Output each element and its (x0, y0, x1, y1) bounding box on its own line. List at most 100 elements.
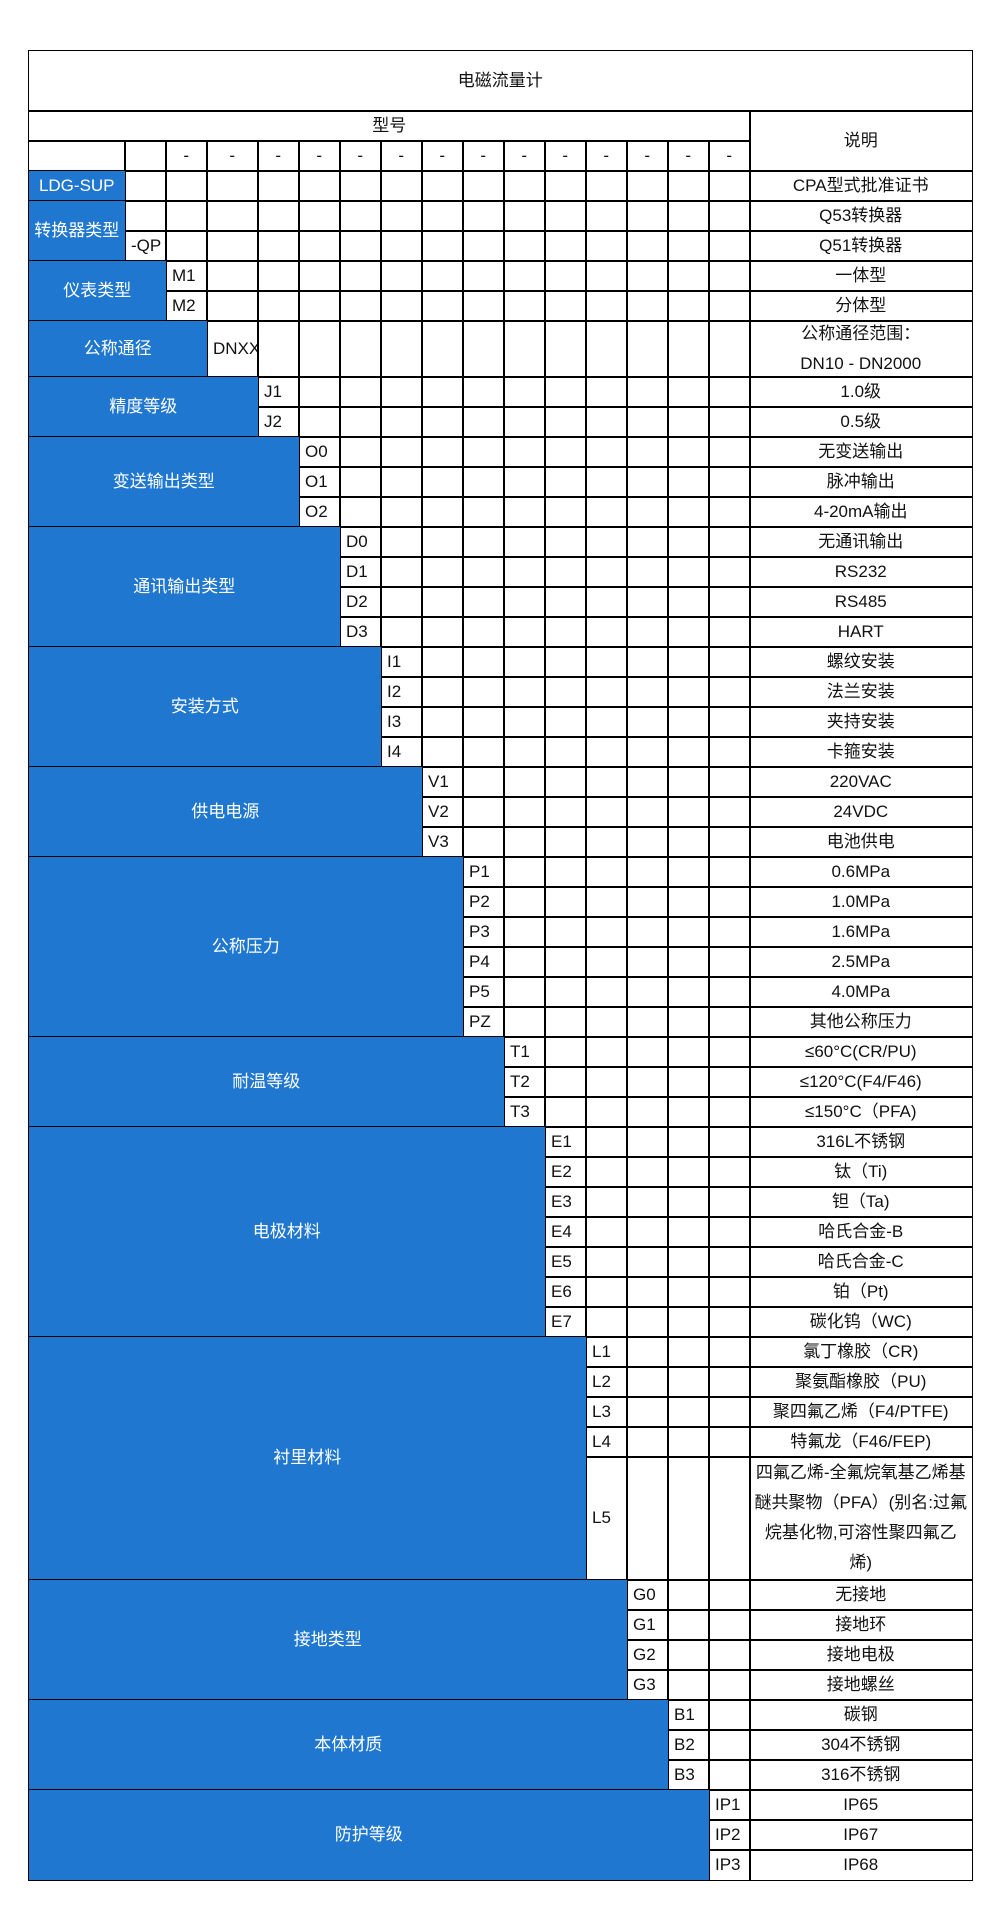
empty-cell (585, 796, 628, 828)
header-separator-cell: - (165, 140, 208, 172)
empty-cell (667, 1336, 710, 1368)
empty-cell (585, 556, 628, 588)
empty-cell (626, 946, 669, 978)
code-cell: V3 (421, 826, 464, 858)
empty-cell (667, 170, 710, 202)
code-cell: E6 (544, 1276, 587, 1308)
code-cell: D2 (339, 586, 382, 618)
empty-cell (206, 260, 259, 292)
empty-cell (667, 616, 710, 648)
empty-cell (667, 1066, 710, 1098)
empty-cell (708, 586, 751, 618)
empty-cell (585, 856, 628, 888)
empty-cell (503, 376, 546, 408)
empty-cell (462, 616, 505, 648)
empty-cell (667, 856, 710, 888)
empty-cell (667, 1246, 710, 1278)
description-cell: RS485 (749, 586, 973, 618)
empty-cell (503, 676, 546, 708)
empty-cell (708, 916, 751, 948)
empty-cell (462, 466, 505, 498)
empty-cell (667, 1216, 710, 1248)
empty-cell (421, 406, 464, 438)
empty-cell (503, 646, 546, 678)
empty-cell (708, 856, 751, 888)
empty-cell (708, 1699, 751, 1731)
description-cell: ≤120°C(F4/F46) (749, 1066, 973, 1098)
empty-cell (708, 320, 751, 378)
empty-cell (708, 976, 751, 1008)
empty-cell (206, 170, 259, 202)
empty-cell (667, 1456, 710, 1581)
empty-cell (544, 856, 587, 888)
empty-cell (380, 376, 423, 408)
header-separator-cell: - (206, 140, 259, 172)
empty-cell (708, 1426, 751, 1458)
empty-cell (544, 436, 587, 468)
empty-cell (380, 260, 423, 292)
empty-cell (626, 290, 669, 322)
empty-cell (667, 290, 710, 322)
empty-cell (667, 1306, 710, 1338)
empty-cell (708, 706, 751, 738)
description-cell: HART (749, 616, 973, 648)
empty-cell (708, 1066, 751, 1098)
description-cell: 螺纹安装 (749, 646, 973, 678)
empty-cell (626, 1096, 669, 1128)
empty-cell (708, 260, 751, 292)
empty-cell (708, 1096, 751, 1128)
header-separator-cell: - (503, 140, 546, 172)
empty-cell (503, 496, 546, 528)
empty-cell (544, 676, 587, 708)
empty-cell (585, 260, 628, 292)
empty-cell (298, 406, 341, 438)
empty-cell (421, 260, 464, 292)
empty-cell (708, 826, 751, 858)
empty-cell (585, 1036, 628, 1068)
empty-cell (626, 886, 669, 918)
code-cell: D0 (339, 526, 382, 558)
empty-cell (626, 230, 669, 262)
empty-cell (462, 230, 505, 262)
empty-cell (626, 496, 669, 528)
empty-cell (667, 1126, 710, 1158)
code-cell: I4 (380, 736, 423, 768)
empty-cell (585, 616, 628, 648)
empty-cell (585, 1186, 628, 1218)
code-cell: V2 (421, 796, 464, 828)
empty-cell (585, 466, 628, 498)
description-cell: 公称通径范围： DN10 - DN2000 (749, 320, 973, 378)
empty-cell (503, 170, 546, 202)
empty-cell (708, 526, 751, 558)
code-cell: D3 (339, 616, 382, 648)
group-label-9: 供电电源 (28, 766, 423, 858)
empty-cell (544, 586, 587, 618)
description-cell: 无变送输出 (749, 436, 973, 468)
empty-cell (544, 736, 587, 768)
empty-cell (626, 1006, 669, 1038)
code-cell: M2 (165, 290, 208, 322)
empty-cell (708, 1246, 751, 1278)
empty-cell (708, 946, 751, 978)
empty-cell (503, 826, 546, 858)
description-cell: 接地电极 (749, 1639, 973, 1671)
code-cell: G2 (626, 1639, 669, 1671)
empty-cell (585, 766, 628, 798)
description-cell: 4-20mA输出 (749, 496, 973, 528)
description-cell: 一体型 (749, 260, 973, 292)
code-cell: J2 (257, 406, 300, 438)
empty-cell (708, 1456, 751, 1581)
empty-cell (257, 200, 300, 232)
group-label-8: 安装方式 (28, 646, 382, 768)
empty-cell (626, 586, 669, 618)
group-label-6: 变送输出类型 (28, 436, 300, 528)
empty-cell (585, 496, 628, 528)
empty-cell (708, 1579, 751, 1611)
empty-cell (298, 200, 341, 232)
empty-cell (421, 230, 464, 262)
empty-cell (421, 676, 464, 708)
empty-cell (585, 436, 628, 468)
code-cell: G1 (626, 1609, 669, 1641)
group-label-13: 衬里材料 (28, 1336, 587, 1581)
empty-cell (667, 1669, 710, 1701)
